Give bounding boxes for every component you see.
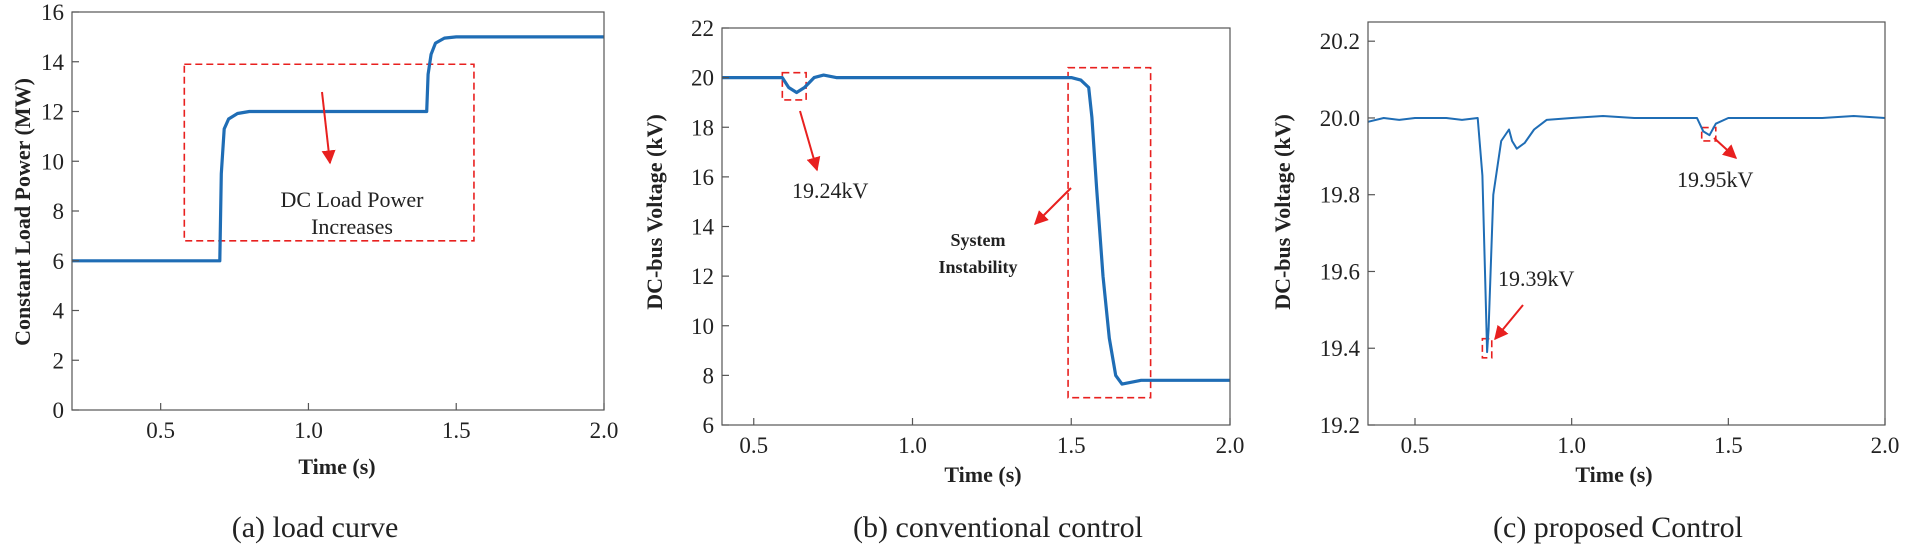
x-tick-label: 1.5 <box>1714 433 1743 458</box>
y-tick-label: 16 <box>41 0 64 25</box>
y-tick-label: 10 <box>41 149 64 174</box>
y-tick-label: 8 <box>53 199 65 224</box>
x-tick-label: 1.0 <box>294 418 323 443</box>
x-tick-label: 0.5 <box>1401 433 1430 458</box>
x-tick-label: 2.0 <box>1216 433 1245 458</box>
annotation-instability-line2: Instability <box>938 257 1017 277</box>
y-tick-label: 20.0 <box>1320 106 1360 131</box>
y-axis-label: Constant Load Power (MW) <box>10 78 35 346</box>
y-tick-label: 8 <box>703 363 715 388</box>
y-tick-label: 22 <box>691 16 714 41</box>
x-tick-label: 1.0 <box>898 433 927 458</box>
y-tick-label: 0 <box>53 398 65 423</box>
y-tick-label: 6 <box>703 413 715 438</box>
annotation-small-dip-value: 19.95kV <box>1677 167 1754 192</box>
series-line-1 <box>722 73 1230 386</box>
y-tick-label: 12 <box>691 264 714 289</box>
y-tick-label: 19.6 <box>1320 259 1360 284</box>
y-axis-label: DC-bus Voltage (kV) <box>642 114 667 310</box>
y-tick-label: 20 <box>691 66 714 91</box>
panel-conventional-control: 6 8 10 12 14 16 18 20 22 0.5 1.0 1.5 2.0 19.24kV Sy… <box>642 16 1244 544</box>
panel-proposed-control: 19.2 19.4 19.6 19.8 20.0 20.2 0.5 1.0 1.5 2.0 19… <box>1270 21 1900 544</box>
annotation-text-line2: Increases <box>311 214 393 239</box>
annotation-arrow-instability <box>1034 187 1072 225</box>
y-tick-label: 19.4 <box>1320 336 1361 361</box>
annotation-dip-value: 19.39kV <box>1498 266 1575 291</box>
highlight-box-1 <box>781 71 807 101</box>
x-tick-label: 2.0 <box>1871 433 1900 458</box>
y-tick-label: 18 <box>691 115 714 140</box>
annotation-dip-value: 19.24kV <box>792 178 869 203</box>
x-tick-label: 1.5 <box>442 418 471 443</box>
y-tick-label: 16 <box>691 165 714 190</box>
x-tick-label: 0.5 <box>739 433 768 458</box>
y-tick-label: 4 <box>53 299 65 324</box>
y-tick-label: 14 <box>691 215 715 240</box>
annotation-arrow-small-dip <box>1713 137 1738 159</box>
plot-frame <box>1367 21 1886 426</box>
caption: (c) proposed Control <box>1493 511 1743 544</box>
caption: (b) conventional control <box>853 511 1143 544</box>
y-axis-label: DC-bus Voltage (kV) <box>1270 114 1295 310</box>
caption: (a) load curve <box>232 511 399 544</box>
highlight-box-2 <box>1700 126 1717 142</box>
highlight-box-2 <box>1067 66 1152 399</box>
annotation-instability-line1: System <box>951 230 1006 250</box>
annotation-arrow <box>321 91 336 165</box>
x-axis-label: Time (s) <box>944 462 1021 487</box>
x-axis-label: Time (s) <box>298 454 375 479</box>
annotation-text-line1: DC Load Power <box>281 187 425 212</box>
y-tick-label: 12 <box>41 100 64 125</box>
annotation-arrow-dip <box>1494 304 1524 341</box>
x-axis-label: Time (s) <box>1575 462 1652 487</box>
series-line-1 <box>1367 115 1886 354</box>
y-tick-label: 19.8 <box>1320 183 1360 208</box>
series-line-1 <box>72 35 604 263</box>
y-tick-label: 10 <box>691 314 714 339</box>
y-tick-label: 20.2 <box>1320 29 1360 54</box>
annotation-arrow-dip <box>799 110 821 172</box>
highlight-box-1 <box>183 63 475 242</box>
x-tick-label: 1.0 <box>1557 433 1586 458</box>
plot-frame <box>721 27 1231 426</box>
y-tick-label: 6 <box>53 249 65 274</box>
y-tick-label: 14 <box>41 50 65 75</box>
x-tick-label: 1.5 <box>1057 433 1086 458</box>
panel-load-curve: 0 2 4 6 8 10 12 14 16 0.5 1.0 1.5 2.0 DC Load Power… <box>10 0 618 544</box>
x-tick-label: 0.5 <box>146 418 175 443</box>
y-tick-label: 19.2 <box>1320 413 1360 438</box>
x-tick-label: 2.0 <box>590 418 619 443</box>
y-tick-label: 2 <box>53 348 65 373</box>
